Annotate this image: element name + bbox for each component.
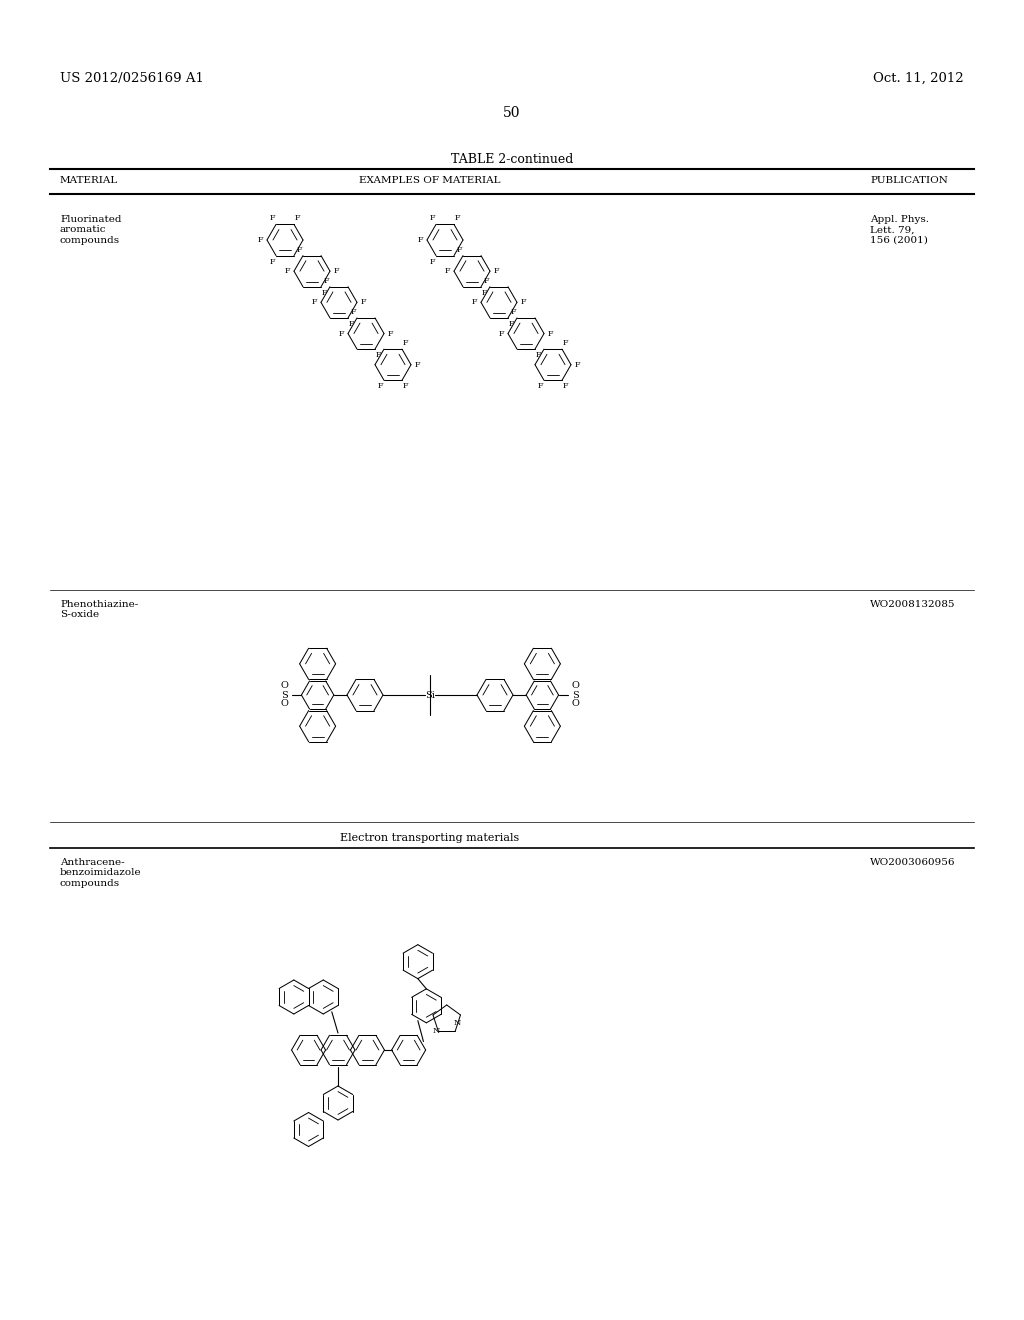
Text: F: F <box>499 330 504 338</box>
Text: F: F <box>471 298 477 306</box>
Text: F: F <box>285 267 290 275</box>
Text: MATERIAL: MATERIAL <box>60 176 118 185</box>
Text: Oct. 11, 2012: Oct. 11, 2012 <box>873 73 964 84</box>
Text: F: F <box>402 383 409 391</box>
Text: F: F <box>521 298 526 306</box>
Text: F: F <box>270 257 275 265</box>
Text: TABLE 2-continued: TABLE 2-continued <box>451 153 573 166</box>
Text: F: F <box>351 308 356 315</box>
Text: F: F <box>334 267 340 275</box>
Text: N: N <box>454 1019 461 1027</box>
Text: Fluorinated
aromatic
compounds: Fluorinated aromatic compounds <box>60 215 122 244</box>
Text: F: F <box>361 298 367 306</box>
Text: F: F <box>457 246 462 253</box>
Text: F: F <box>348 319 354 327</box>
Text: EXAMPLES OF MATERIAL: EXAMPLES OF MATERIAL <box>359 176 501 185</box>
Text: Electron transporting materials: Electron transporting materials <box>340 833 519 843</box>
Text: F: F <box>481 289 487 297</box>
Text: F: F <box>509 319 514 327</box>
Text: F: F <box>562 339 568 347</box>
Text: F: F <box>538 383 544 391</box>
Text: US 2012/0256169 A1: US 2012/0256169 A1 <box>60 73 204 84</box>
Text: F: F <box>444 267 450 275</box>
Text: F: F <box>295 214 300 223</box>
Text: Phenothiazine-
S-oxide: Phenothiazine- S-oxide <box>60 601 138 619</box>
Text: Anthracene-
benzoimidazole
compounds: Anthracene- benzoimidazole compounds <box>60 858 141 888</box>
Text: F: F <box>548 330 554 338</box>
Text: F: F <box>562 383 568 391</box>
Text: F: F <box>322 289 328 297</box>
Text: PUBLICATION: PUBLICATION <box>870 176 948 185</box>
Text: F: F <box>388 330 393 338</box>
Text: S: S <box>282 690 288 700</box>
Text: F: F <box>297 246 302 253</box>
Text: F: F <box>430 214 435 223</box>
Text: WO2003060956: WO2003060956 <box>870 858 955 867</box>
Text: S: S <box>572 690 579 700</box>
Text: F: F <box>376 351 381 359</box>
Text: O: O <box>281 700 288 709</box>
Text: F: F <box>378 383 383 391</box>
Text: O: O <box>281 681 288 690</box>
Text: F: F <box>311 298 316 306</box>
Text: O: O <box>572 700 580 709</box>
Text: F: F <box>415 360 421 368</box>
Text: F: F <box>257 236 263 244</box>
Text: F: F <box>536 351 541 359</box>
Text: 50: 50 <box>503 106 521 120</box>
Text: Si: Si <box>425 690 435 700</box>
Text: F: F <box>402 339 409 347</box>
Text: O: O <box>572 681 580 690</box>
Text: F: F <box>418 236 423 244</box>
Text: F: F <box>455 214 460 223</box>
Text: F: F <box>338 330 344 338</box>
Text: F: F <box>495 267 500 275</box>
Text: F: F <box>270 214 275 223</box>
Text: WO2008132085: WO2008132085 <box>870 601 955 609</box>
Text: F: F <box>511 308 516 315</box>
Text: F: F <box>575 360 581 368</box>
Text: F: F <box>483 277 489 285</box>
Text: N: N <box>433 1027 440 1035</box>
Text: F: F <box>324 277 330 285</box>
Text: Appl. Phys.
Lett. 79,
156 (2001): Appl. Phys. Lett. 79, 156 (2001) <box>870 215 929 244</box>
Text: F: F <box>430 257 435 265</box>
